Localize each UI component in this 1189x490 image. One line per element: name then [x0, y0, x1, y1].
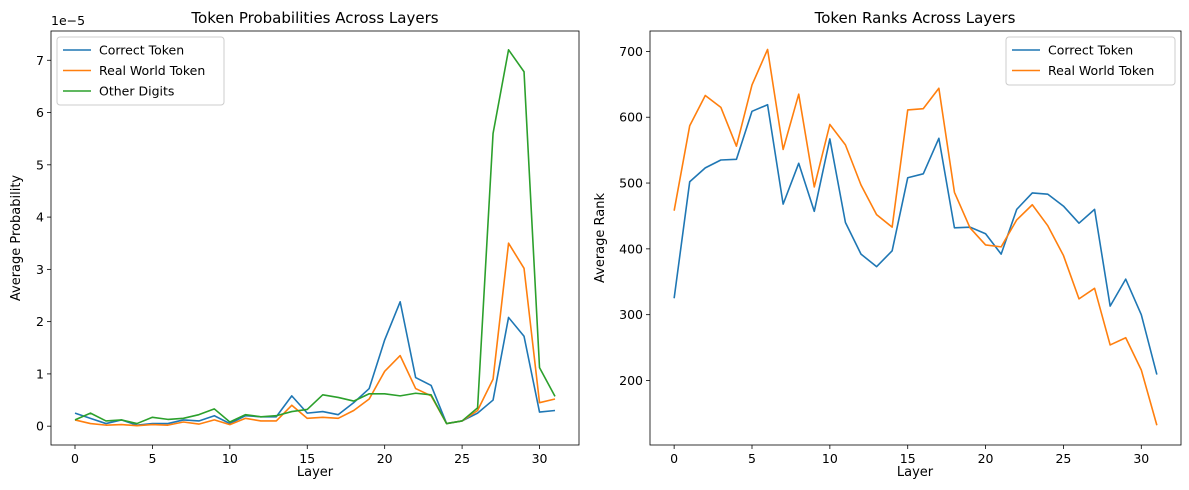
series-lines: [74, 49, 556, 427]
y-tick-label: 6: [36, 105, 44, 120]
y-tick-label: 2: [36, 314, 44, 329]
legend-label: Correct Token: [1048, 43, 1133, 58]
y-tick-label: 200: [619, 373, 643, 388]
legend-label: Real World Token: [99, 63, 205, 78]
probabilities-chart: Token Probabilities Across Layers Layer …: [9, 9, 580, 480]
x-tick-label: 15: [299, 451, 315, 466]
x-tick-label: 20: [377, 451, 393, 466]
x-tick-label: 5: [148, 451, 156, 466]
series-line-real-world: [673, 48, 1158, 426]
legend-box: [56, 36, 225, 106]
x-tick-label: 20: [978, 451, 994, 466]
plot-area-frame: [649, 30, 1182, 446]
y-tick-label: 1: [36, 366, 44, 381]
series-line-correct: [673, 103, 1158, 375]
x-tick-label: 25: [1055, 451, 1071, 466]
x-axis-label: Layer: [297, 465, 334, 480]
y-axis-label: Average Probability: [9, 175, 24, 302]
x-tick-label: 30: [1133, 451, 1149, 466]
chart-title: Token Ranks Across Layers: [814, 9, 1016, 27]
chart-title: Token Probabilities Across Layers: [190, 9, 438, 27]
series-lines: [673, 48, 1158, 426]
x-tick-label: 10: [222, 451, 238, 466]
x-tick-label: 5: [748, 451, 756, 466]
legend: Correct Token Real World Token Other Digit…: [56, 36, 225, 106]
y-offset-label: 1e−5: [51, 13, 85, 28]
y-tick-label: 4: [36, 210, 44, 225]
y-tick-label: 3: [36, 262, 44, 277]
axis-ticks: 0 5 10 15 20 25 30 200 300 400 500 600 700: [619, 44, 1149, 466]
legend-label: Real World Token: [1048, 63, 1154, 78]
x-tick-label: 0: [670, 451, 678, 466]
x-tick-label: 30: [532, 451, 548, 466]
axis-ticks: 0 5 10 15 20 25 30 0 1 2 3 4 5 6 7: [36, 53, 547, 466]
legend-box: [1005, 36, 1176, 86]
plot-area-frame: [50, 30, 580, 446]
x-tick-label: 25: [454, 451, 470, 466]
y-tick-label: 400: [619, 241, 643, 256]
y-tick-label: 0: [36, 419, 44, 434]
y-tick-label: 7: [36, 53, 44, 68]
x-tick-label: 15: [900, 451, 916, 466]
x-axis-label: Layer: [897, 465, 934, 480]
ranks-chart: Token Ranks Across Layers Layer Average …: [593, 9, 1182, 480]
y-tick-label: 500: [619, 176, 643, 191]
x-tick-label: 0: [71, 451, 79, 466]
x-tick-label: 10: [822, 451, 838, 466]
y-tick-label: 600: [619, 110, 643, 125]
series-line-other-digits: [74, 49, 556, 425]
legend-label: Other Digits: [99, 84, 174, 99]
legend-label: Correct Token: [99, 43, 184, 58]
y-tick-label: 300: [619, 307, 643, 322]
legend: Correct Token Real World Token: [1005, 36, 1176, 86]
series-line-real-world: [74, 242, 556, 427]
y-axis-label: Average Rank: [593, 193, 608, 283]
y-tick-label: 5: [36, 157, 44, 172]
series-line-correct: [74, 300, 556, 426]
y-tick-label: 700: [619, 44, 643, 59]
